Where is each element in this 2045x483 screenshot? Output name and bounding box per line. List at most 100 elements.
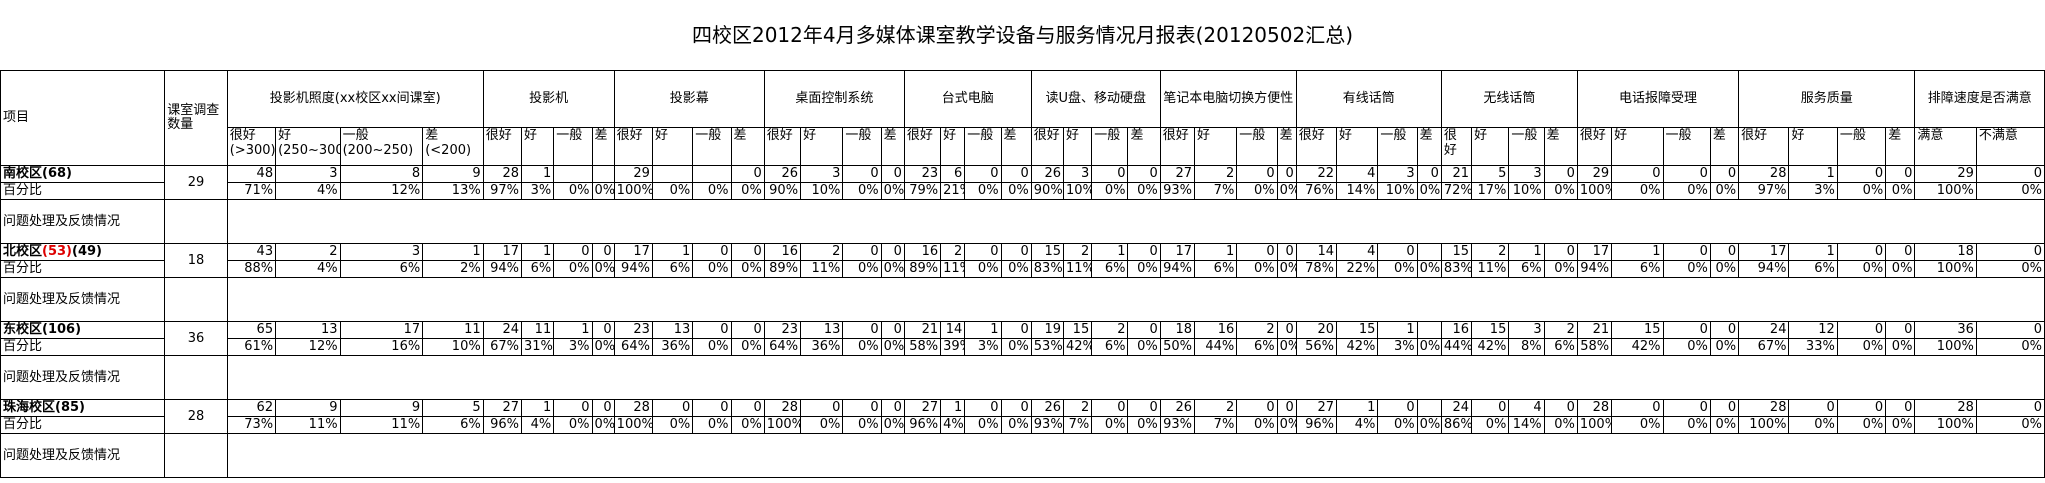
value-cell: 0 <box>1709 399 1740 417</box>
value-cell: 26 <box>763 165 802 183</box>
pct-cell: 0% <box>1662 182 1711 200</box>
value-cell: 0 <box>1662 165 1711 183</box>
value-cell: 0 <box>1885 243 1916 261</box>
pct-cell: 11% <box>800 260 844 278</box>
value-cell: 0 <box>1975 165 2045 183</box>
pct-cell: 0% <box>651 182 694 200</box>
value-cell: 1 <box>520 399 555 417</box>
value-cell: 21 <box>903 321 942 339</box>
pct-label: 百分比 <box>0 416 166 434</box>
pct-cell: 67% <box>482 338 522 356</box>
value-cell: 16 <box>1193 321 1238 339</box>
value-cell: 1 <box>1091 243 1129 261</box>
header-sub: 差 <box>1416 127 1442 166</box>
pct-cell: 0% <box>964 182 1002 200</box>
value-cell: 17 <box>1576 243 1613 261</box>
report-title: 四校区2012年4月多媒体课室教学设备与服务情况月报表(20120502汇总) <box>691 23 1354 47</box>
value-cell: 0 <box>800 399 844 417</box>
pct-cell: 4% <box>520 416 555 434</box>
value-cell: 11 <box>520 321 555 339</box>
survey-count: 18 <box>164 243 228 278</box>
survey-count: 36 <box>164 321 228 356</box>
value-cell: 24 <box>1440 399 1473 417</box>
pct-cell: 44% <box>1193 338 1238 356</box>
survey-count: 28 <box>164 399 228 434</box>
pct-cell: 0% <box>692 416 732 434</box>
table-row: 百分比 61% 12% 16% 10% 67% 31% 3% 0% 64% 36% 0% 0% 64% 36… <box>0 338 2045 356</box>
pct-cell: 17% <box>1471 182 1510 200</box>
value-cell: 0 <box>1276 243 1297 261</box>
pct-cell: 0% <box>1975 260 2045 278</box>
feedback-content <box>226 355 2045 400</box>
value-cell: 0 <box>842 399 882 417</box>
header-sub: 差 <box>880 127 905 166</box>
school-name-count: (49) <box>72 244 102 259</box>
value-cell: 0 <box>730 243 765 261</box>
pct-cell: 0% <box>692 338 732 356</box>
value-cell: 1 <box>964 321 1002 339</box>
pct-cell: 0% <box>880 416 905 434</box>
value-cell: 0 <box>1709 321 1740 339</box>
value-cell: 2 <box>1063 243 1093 261</box>
value-cell: 17 <box>1159 243 1195 261</box>
value-cell: 3 <box>339 243 424 261</box>
value-cell: 2 <box>800 243 844 261</box>
pct-cell: 0% <box>1885 260 1916 278</box>
header-item: 项目 <box>0 70 166 166</box>
pct-cell: 96% <box>482 416 522 434</box>
value-cell: 0 <box>1836 243 1887 261</box>
header-sub: 很好 <box>1576 127 1613 166</box>
header-sub: 好 <box>1063 127 1093 166</box>
value-cell: 13 <box>651 321 694 339</box>
pct-cell: 83% <box>1440 260 1473 278</box>
pct-cell: 6% <box>1236 338 1278 356</box>
school-name-main: 珠海校区 <box>3 400 56 415</box>
pct-cell: 97% <box>1738 182 1790 200</box>
pct-cell: 12% <box>339 182 424 200</box>
value-cell: 4 <box>1336 165 1379 183</box>
pct-cell: 16% <box>339 338 424 356</box>
pct-cell: 0% <box>842 416 882 434</box>
pct-cell: 93% <box>1159 182 1195 200</box>
pct-cell: 0% <box>591 260 615 278</box>
header-survey-count: 课室调查数量 <box>164 70 228 166</box>
value-cell: 3 <box>1377 165 1418 183</box>
value-cell: 17 <box>613 243 653 261</box>
pct-cell: 0% <box>1091 182 1129 200</box>
pct-cell: 100% <box>613 182 653 200</box>
pct-cell: 0% <box>1416 338 1442 356</box>
header-sub: 一般 <box>1662 127 1711 166</box>
value-cell: 0 <box>842 165 882 183</box>
pct-cell: 3% <box>1377 338 1418 356</box>
header-sub: 好 <box>1193 127 1238 166</box>
pct-cell: 100% <box>1914 260 1977 278</box>
pct-cell: 0% <box>692 260 732 278</box>
value-cell: 0 <box>964 165 1002 183</box>
value-cell: 9 <box>422 165 484 183</box>
pct-cell: 7% <box>1063 416 1093 434</box>
pct-cell: 0% <box>1236 416 1278 434</box>
report-table: 项目 课室调查数量 投影机照度(xx校区xx间课室) 投影机 投影幕 桌面控制系统 台式电脑… <box>0 70 2045 478</box>
value-cell: 2 <box>1091 321 1129 339</box>
pct-cell: 0% <box>1127 416 1161 434</box>
feedback-content <box>226 199 2045 244</box>
value-cell: 0 <box>1543 243 1578 261</box>
value-cell: 0 <box>1127 165 1161 183</box>
pct-cell: 94% <box>1576 260 1613 278</box>
pct-cell: 0% <box>1276 182 1297 200</box>
pct-cell: 0% <box>1416 416 1442 434</box>
pct-cell: 0% <box>1543 416 1578 434</box>
value-cell: 21 <box>1440 165 1473 183</box>
value-cell: 16 <box>763 243 802 261</box>
pct-cell: 0% <box>1611 416 1664 434</box>
pct-cell: 44% <box>1440 338 1473 356</box>
value-cell: 24 <box>1738 321 1790 339</box>
value-cell: 0 <box>1000 165 1032 183</box>
value-cell: 26 <box>1159 399 1195 417</box>
pct-cell: 100% <box>1914 416 1977 434</box>
pct-cell: 0% <box>730 260 765 278</box>
value-cell: 0 <box>692 243 732 261</box>
pct-cell: 11% <box>339 416 424 434</box>
value-cell: 12 <box>1788 321 1838 339</box>
pct-cell: 0% <box>1788 416 1838 434</box>
